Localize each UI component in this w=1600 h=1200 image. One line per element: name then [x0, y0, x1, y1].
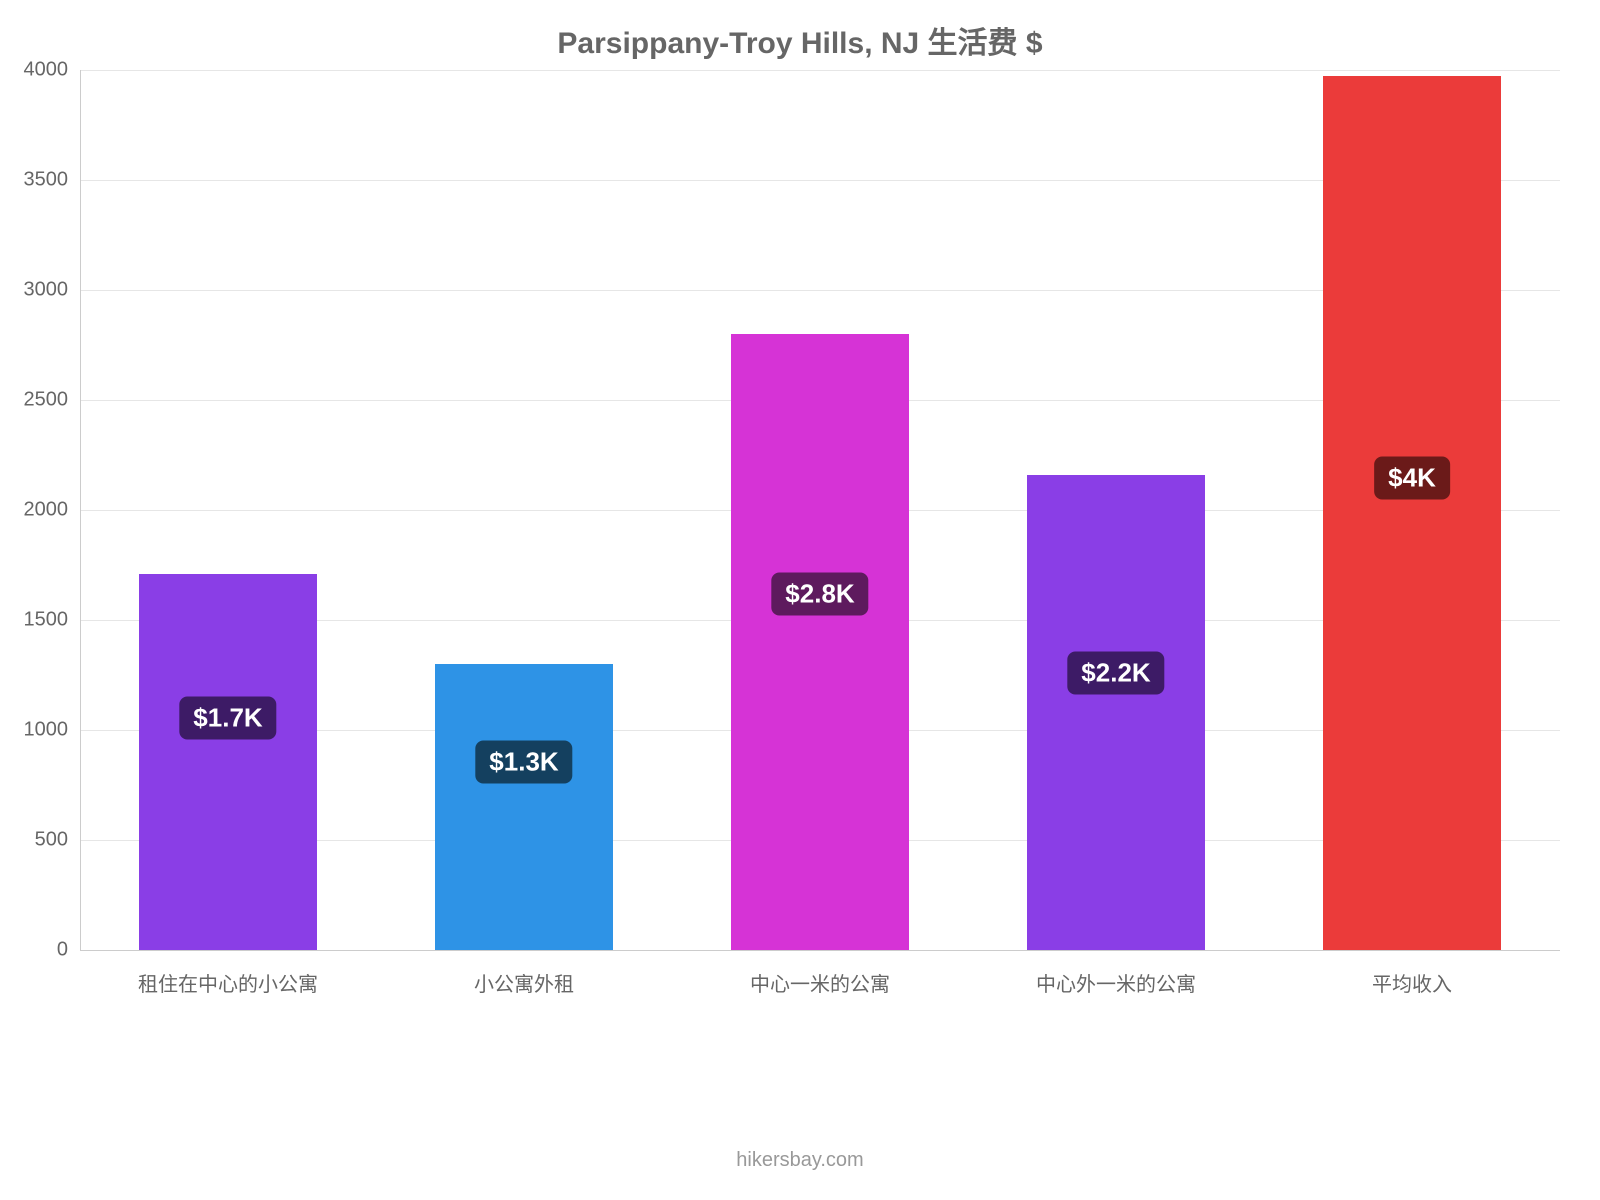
- x-tick-label: 平均收入: [1372, 968, 1452, 997]
- bar: [1027, 475, 1205, 950]
- y-tick-label: 3000: [24, 279, 69, 302]
- bar: [139, 574, 317, 950]
- y-tick-label: 3500: [24, 169, 69, 192]
- gridline: [80, 70, 1560, 71]
- y-axis: [80, 70, 81, 950]
- bar-value-label: $4K: [1374, 457, 1450, 500]
- bar: [1323, 76, 1501, 951]
- bar-value-label: $1.3K: [475, 740, 572, 783]
- bar-chart: Parsippany-Troy Hills, NJ 生活费 $ 05001000…: [0, 0, 1600, 1200]
- source-label: hikersbay.com: [0, 1149, 1600, 1172]
- y-tick-label: 500: [35, 829, 68, 852]
- x-tick-label: 小公寓外租: [474, 968, 574, 997]
- chart-title: Parsippany-Troy Hills, NJ 生活费 $: [0, 18, 1600, 62]
- y-tick-label: 1500: [24, 609, 69, 632]
- bar-value-label: $2.2K: [1067, 651, 1164, 694]
- plot-area: 05001000150020002500300035004000租住在中心的小公…: [80, 70, 1560, 950]
- x-axis: [80, 950, 1560, 951]
- bar: [731, 334, 909, 950]
- bar-value-label: $2.8K: [771, 572, 868, 615]
- x-tick-label: 中心一米的公寓: [750, 968, 890, 997]
- x-tick-label: 租住在中心的小公寓: [138, 968, 318, 997]
- y-tick-label: 2000: [24, 499, 69, 522]
- y-tick-label: 0: [57, 939, 68, 962]
- y-tick-label: 4000: [24, 59, 69, 82]
- y-tick-label: 1000: [24, 719, 69, 742]
- y-tick-label: 2500: [24, 389, 69, 412]
- x-tick-label: 中心外一米的公寓: [1036, 968, 1196, 997]
- bar: [435, 664, 613, 950]
- bar-value-label: $1.7K: [179, 696, 276, 739]
